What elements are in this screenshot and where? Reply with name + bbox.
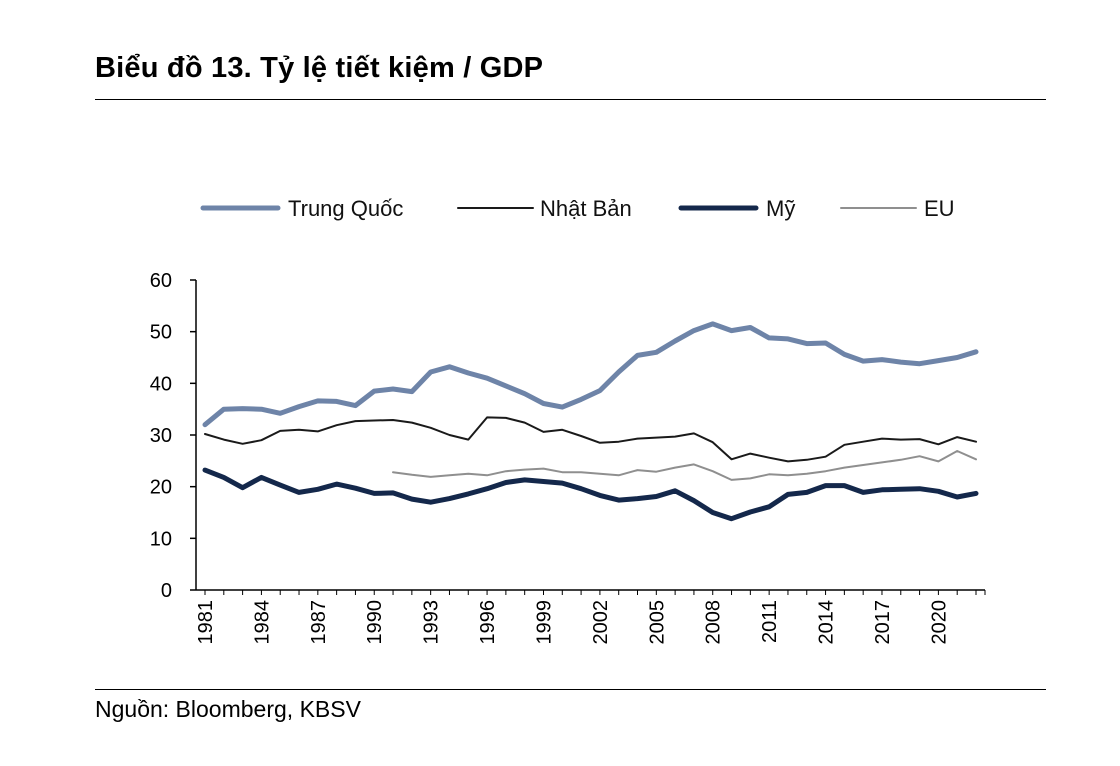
y-tick-label: 0 bbox=[161, 580, 172, 602]
x-tick-label: 1993 bbox=[421, 600, 443, 645]
y-tick-label: 20 bbox=[150, 477, 172, 499]
series-line-0 bbox=[202, 321, 979, 428]
y-tick-label: 10 bbox=[150, 528, 172, 550]
x-tick-label: 2002 bbox=[590, 600, 612, 645]
x-tick-label: 1990 bbox=[364, 600, 386, 645]
legend-label-1: Nhật Bản bbox=[540, 196, 632, 221]
legend-label-0: Trung Quốc bbox=[288, 196, 403, 221]
series-line-2 bbox=[202, 467, 979, 522]
chart-legend: Trung Quốc Nhật Bản Mỹ EU bbox=[200, 196, 955, 221]
y-tick-label: 30 bbox=[150, 425, 172, 447]
x-tick-label: 2005 bbox=[646, 600, 668, 645]
source-divider bbox=[95, 689, 1046, 690]
y-tick-label: 50 bbox=[150, 322, 172, 344]
chart-axes: 0 10 20 30 40 50 60 1981 1984 1987 1990 1993 1996 199… bbox=[150, 270, 986, 645]
x-tick-label: 2014 bbox=[816, 600, 838, 645]
legend-label-2: Mỹ bbox=[766, 196, 795, 221]
y-tick-label: 40 bbox=[150, 373, 172, 395]
source-note: Nguồn: Bloomberg, KBSV bbox=[95, 696, 361, 722]
x-tick-label: 2020 bbox=[928, 600, 950, 645]
chart-title: Biểu đồ 13. Tỷ lệ tiết kiệm / GDP bbox=[95, 52, 544, 84]
legend-label-3: EU bbox=[924, 196, 955, 221]
title-divider bbox=[95, 99, 1046, 100]
y-tick-label: 60 bbox=[150, 270, 172, 292]
x-tick-label: 2011 bbox=[759, 600, 781, 643]
series-line-1 bbox=[204, 416, 977, 463]
series-line-3 bbox=[392, 450, 977, 481]
x-tick-label: 1987 bbox=[308, 600, 330, 645]
x-tick-label: 2008 bbox=[703, 600, 725, 645]
x-tick-label: 1981 bbox=[195, 600, 217, 645]
x-tick-label: 1999 bbox=[533, 600, 555, 645]
chart-series bbox=[202, 321, 979, 522]
x-tick-label: 2017 bbox=[872, 600, 894, 645]
x-tick-label: 1996 bbox=[477, 600, 499, 645]
x-tick-label: 1984 bbox=[251, 600, 273, 645]
